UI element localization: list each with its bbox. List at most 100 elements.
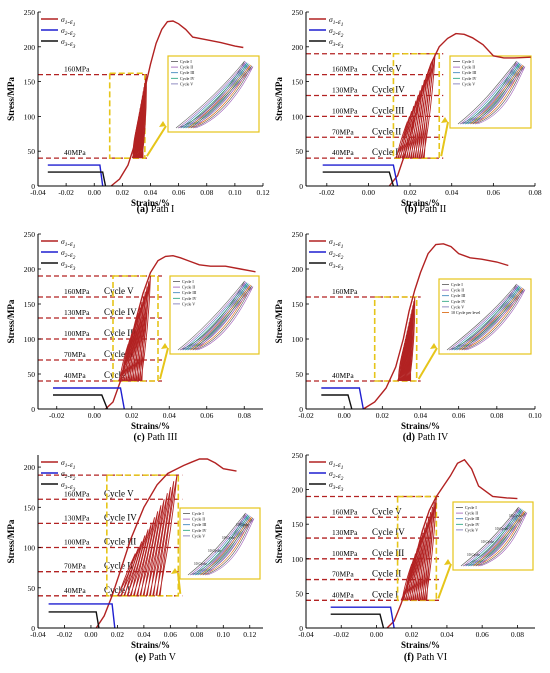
inset-legend-label: Cycle V xyxy=(182,301,195,306)
inset-legend-label: Cycle III xyxy=(465,516,480,521)
inset-loop xyxy=(460,61,519,125)
x-tick-label: -0.02 xyxy=(58,188,74,197)
y-tick-label: 50 xyxy=(28,147,36,156)
inset-legend-label: Cycle V xyxy=(451,304,464,309)
inset-legend-label: Cycle V xyxy=(180,81,193,86)
inset-box xyxy=(452,501,534,571)
inset-loop xyxy=(188,64,251,129)
inset-loop xyxy=(475,511,527,567)
y-tick-label: 100 xyxy=(24,112,36,121)
load-line-label: 160MPa xyxy=(332,287,358,296)
zoom-arrow-head xyxy=(171,568,178,574)
series-line-σ3-ε3 xyxy=(330,613,385,629)
x-tick-label: 0.12 xyxy=(243,630,256,639)
x-tick-label: 0.08 xyxy=(490,411,503,420)
load-line-label: 40MPa xyxy=(64,148,86,157)
y-tick-label: 250 xyxy=(24,8,36,17)
y-tick-label: 0 xyxy=(31,182,35,191)
cycle-label: Cycle I xyxy=(372,147,398,157)
inset-legend-label: Cycle I xyxy=(465,505,477,510)
load-line-label: 70MPa xyxy=(332,570,354,579)
cycle-loop xyxy=(414,74,428,159)
cycle-loop xyxy=(408,301,415,382)
x-tick-label: -0.04 xyxy=(30,630,46,639)
zoom-arrow-head xyxy=(430,343,437,349)
inset-legend-label: Cycle IV xyxy=(180,76,195,81)
cycle-loop xyxy=(120,547,139,597)
legend-label: σ1-ε1 xyxy=(61,15,76,28)
inset-loop xyxy=(205,518,255,576)
cycle-loop xyxy=(123,541,143,596)
cycle-loop xyxy=(397,116,410,159)
inset-legend-label: Cycle II xyxy=(462,65,476,70)
y-tick-label: 150 xyxy=(292,300,304,309)
inset-legend-label: 10 Cycle per level xyxy=(451,310,481,315)
y-axis-label: Stress/MPa xyxy=(6,519,16,563)
panel-caption: (f) Path VI xyxy=(404,652,447,663)
inset-loop xyxy=(478,512,528,567)
inset-loop xyxy=(470,510,524,567)
legend-label: σ3-ε3 xyxy=(61,480,76,493)
y-axis-label: Stress/MPa xyxy=(274,77,284,121)
inset-loop xyxy=(451,285,520,351)
y-tick-label: 100 xyxy=(292,112,304,121)
legend-label: σ1-ε1 xyxy=(329,458,344,471)
cycle-label: Cycle I xyxy=(372,589,398,599)
x-tick-label: 0.10 xyxy=(217,630,230,639)
cycle-label: Cycle III xyxy=(104,328,136,338)
cycle-loop xyxy=(149,493,168,596)
inset-loop xyxy=(463,507,521,567)
series-line-σ3-ε3 xyxy=(53,394,109,410)
zoom-arrow xyxy=(417,347,438,380)
cycle-label: Cycle II xyxy=(104,561,133,571)
cycle-label: Cycle III xyxy=(372,105,404,115)
cycle-label: Cycle III xyxy=(372,548,404,558)
y-tick-label: 150 xyxy=(292,78,304,87)
load-line-label: 130MPa xyxy=(64,513,90,522)
y-tick-label: 100 xyxy=(24,544,36,553)
inset-loop xyxy=(178,61,247,129)
y-tick-label: 200 xyxy=(292,486,304,495)
cycle-label: Cycle V xyxy=(104,488,134,498)
x-tick-label: 0.06 xyxy=(164,630,177,639)
inset-loop xyxy=(470,64,523,125)
inset-legend-label: Cycle IV xyxy=(462,76,477,81)
x-axis-label: Strains/% xyxy=(131,421,170,431)
legend-label: σ3-ε3 xyxy=(329,37,344,50)
series-line-σ2-ε2 xyxy=(48,603,116,629)
cycle-loop xyxy=(126,535,146,596)
x-tick-label: 0.00 xyxy=(88,411,101,420)
inset-loop xyxy=(183,63,249,129)
x-tick-label: -0.02 xyxy=(49,411,65,420)
x-tick-label: 0.10 xyxy=(228,188,241,197)
x-axis-label: Strains/% xyxy=(131,198,170,208)
load-line-label: 160MPa xyxy=(332,65,358,74)
inset-legend-label: Cycle II xyxy=(182,285,196,290)
load-line-label: 40MPa xyxy=(332,148,354,157)
load-line-label: 70MPa xyxy=(332,127,354,136)
legend-label: σ2-ε2 xyxy=(61,469,76,482)
inset-note: 10 Cycle xyxy=(222,536,235,540)
cycle-label: Cycle III xyxy=(104,537,136,547)
load-line-label: 100MPa xyxy=(332,549,358,558)
y-tick-label: 50 xyxy=(296,589,304,598)
inset-loop xyxy=(454,286,521,351)
zoom-arrow-head xyxy=(161,343,168,349)
inset-box xyxy=(449,55,532,129)
inset-legend-label: Cycle III xyxy=(182,290,197,295)
series-line-σ2-ε2 xyxy=(321,387,364,410)
zoom-arrow xyxy=(437,563,452,599)
series-line-σ3-ε3 xyxy=(48,611,100,629)
inset-loop xyxy=(456,287,522,351)
panel-caption: (c) Path III xyxy=(134,432,178,443)
inset-note: 10 Cycle xyxy=(467,553,480,557)
load-line-label: 40MPa xyxy=(64,586,86,595)
inset-note: 10 Cycle xyxy=(194,562,207,566)
load-line-label: 100MPa xyxy=(64,538,90,547)
inset-legend-label: Cycle IV xyxy=(451,299,466,304)
inset-box xyxy=(438,278,532,355)
inset-legend-label: Cycle II xyxy=(192,517,206,522)
series-line-σ2-ε2 xyxy=(322,164,399,187)
